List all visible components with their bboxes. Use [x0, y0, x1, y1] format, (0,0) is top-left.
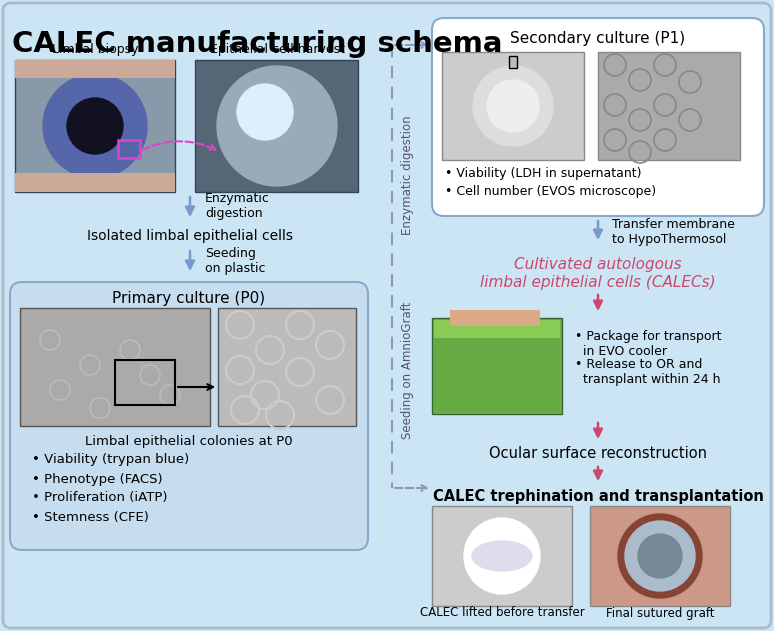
Circle shape	[237, 84, 293, 140]
Text: Limbal biopsy: Limbal biopsy	[52, 43, 139, 56]
Text: Secondary culture (P1): Secondary culture (P1)	[510, 30, 686, 45]
Text: • Viability (LDH in supernatant): • Viability (LDH in supernatant)	[445, 167, 642, 180]
Text: Seeding
on plastic: Seeding on plastic	[205, 247, 265, 275]
FancyArrow shape	[509, 56, 517, 68]
FancyBboxPatch shape	[10, 282, 368, 550]
Circle shape	[464, 518, 540, 594]
Bar	[590, 506, 730, 606]
Circle shape	[43, 74, 147, 178]
Bar	[118, 140, 140, 158]
Bar	[115, 360, 175, 405]
Text: Ocular surface reconstruction: Ocular surface reconstruction	[489, 447, 707, 461]
Bar	[598, 52, 740, 160]
Bar	[15, 60, 175, 192]
Circle shape	[487, 80, 539, 132]
Text: Final sutured graft: Final sutured graft	[606, 606, 714, 620]
Bar	[218, 308, 356, 426]
Text: • Phenotype (FACS): • Phenotype (FACS)	[32, 473, 163, 485]
Text: Cultivated autologous: Cultivated autologous	[514, 257, 682, 273]
Circle shape	[67, 98, 123, 154]
Text: Isolated limbal epithelial cells: Isolated limbal epithelial cells	[87, 229, 293, 243]
Circle shape	[625, 521, 695, 591]
Bar	[434, 320, 560, 338]
Text: • Viability (trypan blue): • Viability (trypan blue)	[32, 454, 190, 466]
Text: CALEC lifted before transfer: CALEC lifted before transfer	[420, 606, 584, 620]
Bar	[15, 173, 175, 192]
Bar	[15, 60, 175, 78]
Ellipse shape	[472, 541, 532, 571]
Circle shape	[638, 534, 682, 578]
Text: limbal epithelial cells (CALECs): limbal epithelial cells (CALECs)	[480, 276, 716, 290]
Text: • Stemness (CFE): • Stemness (CFE)	[32, 510, 149, 524]
Bar	[434, 338, 560, 412]
Circle shape	[618, 514, 702, 598]
Text: Epithelial cell harvest: Epithelial cell harvest	[210, 43, 344, 56]
Bar	[450, 310, 540, 326]
Bar	[432, 318, 562, 414]
FancyBboxPatch shape	[432, 18, 764, 216]
Bar	[20, 308, 210, 426]
Text: Transfer membrane
to HypoThermosol: Transfer membrane to HypoThermosol	[612, 218, 735, 246]
Text: CALEC trephination and transplantation: CALEC trephination and transplantation	[433, 488, 763, 504]
Text: Enzymatic
digestion: Enzymatic digestion	[205, 192, 270, 220]
Text: Limbal epithelial colonies at P0: Limbal epithelial colonies at P0	[85, 435, 293, 449]
Text: Seeding on AmnioGraft: Seeding on AmnioGraft	[400, 302, 413, 439]
Bar	[442, 52, 584, 160]
Text: • Proliferation (iATP): • Proliferation (iATP)	[32, 492, 167, 505]
Text: • Cell number (EVOS microscope): • Cell number (EVOS microscope)	[445, 186, 656, 199]
Text: • Release to OR and
  transplant within 24 h: • Release to OR and transplant within 24…	[575, 358, 721, 386]
Circle shape	[217, 66, 337, 186]
Text: Enzymatic digestion: Enzymatic digestion	[400, 115, 413, 235]
Text: CALEC manufacturing schema: CALEC manufacturing schema	[12, 30, 502, 58]
Bar	[432, 506, 572, 606]
Circle shape	[473, 66, 553, 146]
Text: • Package for transport
  in EVO cooler: • Package for transport in EVO cooler	[575, 330, 721, 358]
Bar	[195, 60, 358, 192]
Text: Primary culture (P0): Primary culture (P0)	[112, 290, 265, 305]
